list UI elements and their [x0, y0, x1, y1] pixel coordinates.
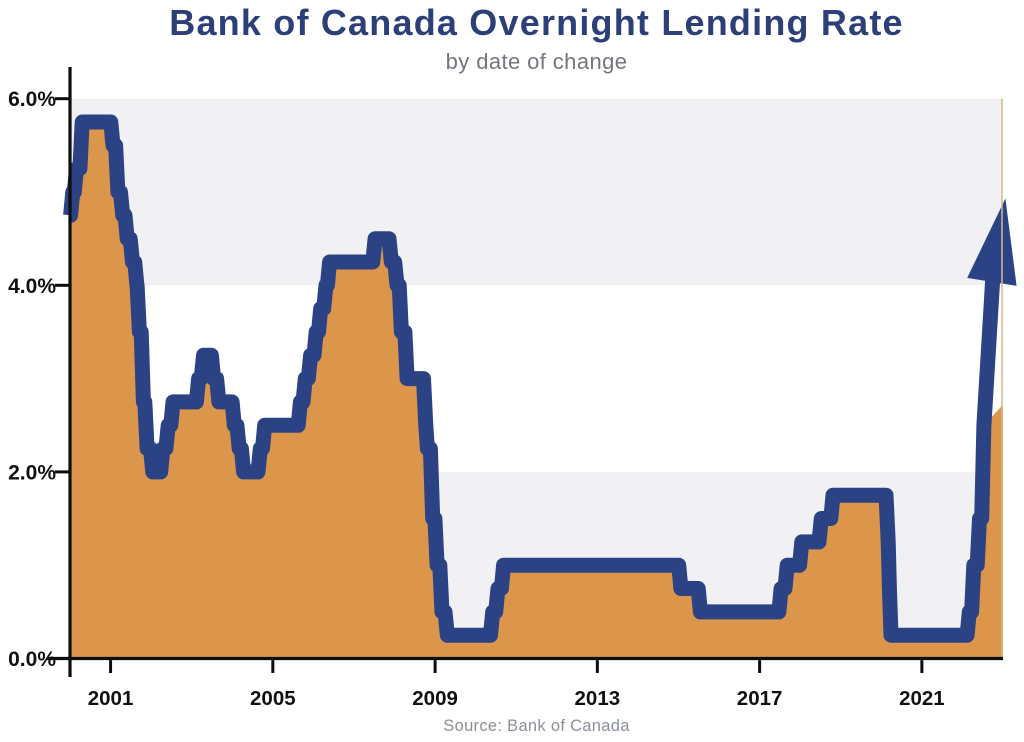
chart-title: Bank of Canada Overnight Lending Rate: [169, 2, 904, 43]
x-tick-label: 2021: [899, 687, 945, 710]
x-tick-label: 2001: [88, 687, 134, 710]
trend-arrowhead: [967, 198, 1017, 286]
x-tick-label: 2009: [412, 687, 458, 710]
x-tick-label: 2013: [575, 687, 621, 710]
x-tick-label: 2005: [250, 687, 296, 710]
y-tick-label: 4.0%: [8, 275, 56, 298]
rate-line: [63, 114, 1001, 643]
chart-subtitle: by date of change: [445, 49, 628, 74]
y-tick-label: 0.0%: [8, 648, 56, 671]
rate-area: [70, 122, 1003, 659]
x-tick-label: 2017: [737, 687, 783, 710]
y-tick-label: 2.0%: [8, 461, 56, 484]
plot-band: [70, 98, 1003, 286]
source-note: Source: Bank of Canada: [443, 717, 630, 735]
y-tick-label: 6.0%: [8, 88, 56, 111]
